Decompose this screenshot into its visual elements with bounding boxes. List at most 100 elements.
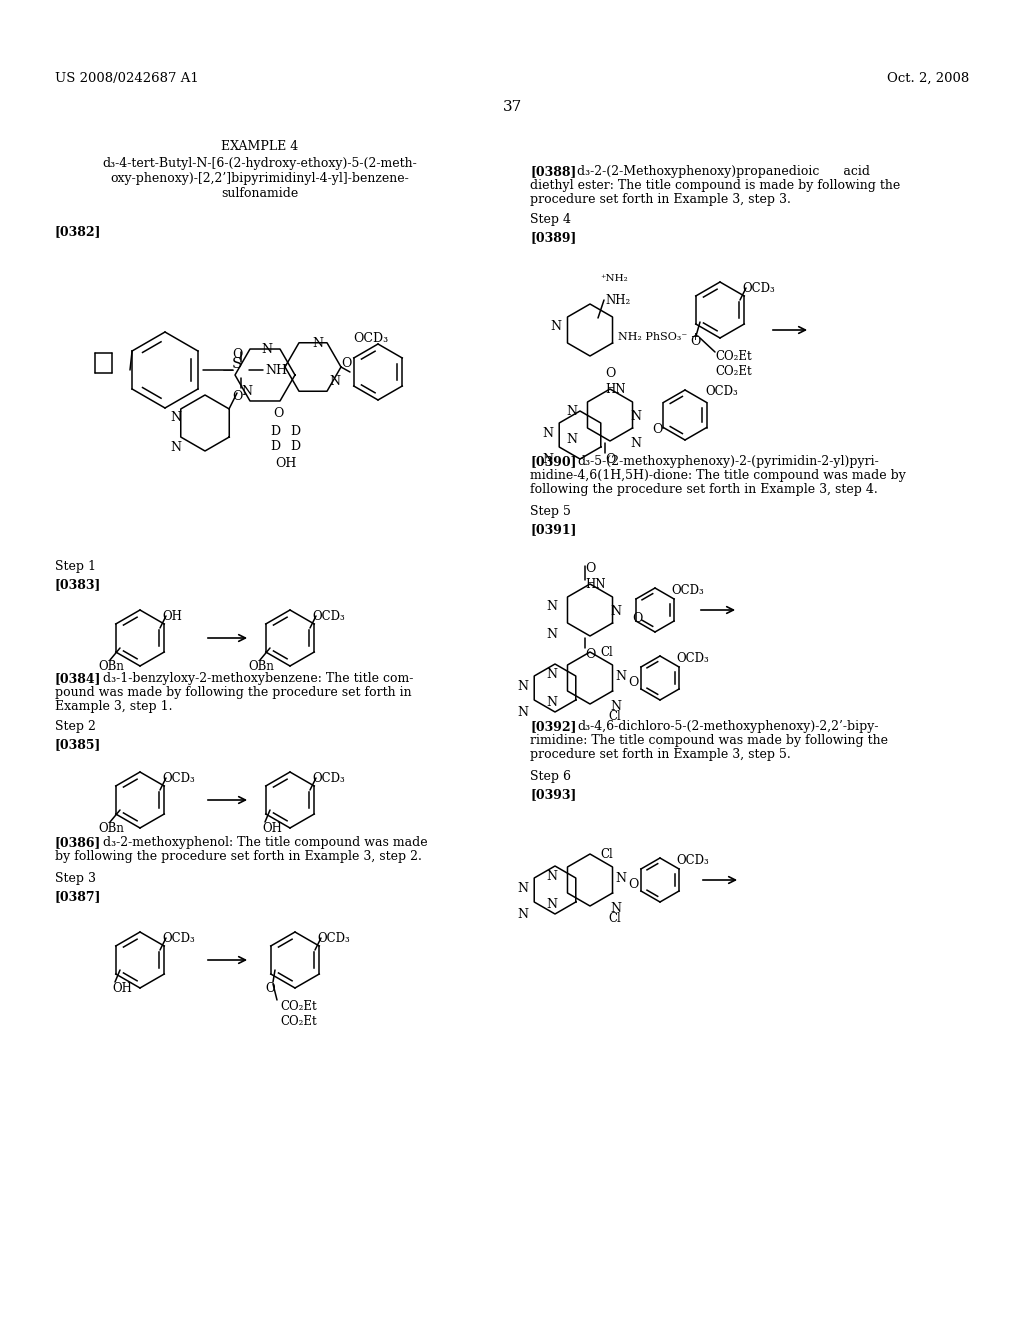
Text: O: O <box>605 453 615 466</box>
Text: OCD₃: OCD₃ <box>312 772 345 785</box>
Text: [0389]: [0389] <box>530 231 577 244</box>
Text: N: N <box>517 908 528 921</box>
Text: N: N <box>546 898 557 911</box>
Text: O: O <box>231 348 243 360</box>
Text: OCD₃: OCD₃ <box>705 385 737 399</box>
Text: N: N <box>546 696 557 709</box>
Text: CO₂Et: CO₂Et <box>715 350 752 363</box>
Text: O: O <box>265 982 274 995</box>
Text: [0384]: [0384] <box>55 672 101 685</box>
Text: procedure set forth in Example 3, step 5.: procedure set forth in Example 3, step 5… <box>530 748 791 762</box>
Text: NH: NH <box>265 364 287 378</box>
Text: NH₂: NH₂ <box>605 294 630 308</box>
Text: N: N <box>610 902 621 915</box>
Text: [0391]: [0391] <box>530 523 577 536</box>
Text: O: O <box>585 562 595 576</box>
Text: OCD₃: OCD₃ <box>162 772 195 785</box>
Text: N: N <box>630 411 641 422</box>
Text: HN: HN <box>605 383 626 396</box>
Text: N: N <box>542 453 553 466</box>
Text: 37: 37 <box>503 100 521 114</box>
Text: N: N <box>517 680 528 693</box>
Text: O: O <box>632 612 642 624</box>
Text: OH: OH <box>162 610 182 623</box>
Text: O: O <box>628 878 638 891</box>
Text: following the procedure set forth in Example 3, step 4.: following the procedure set forth in Exa… <box>530 483 878 496</box>
Text: [0390]: [0390] <box>530 455 577 469</box>
Text: N: N <box>566 405 577 418</box>
Text: [0382]: [0382] <box>55 224 101 238</box>
Text: OH: OH <box>275 457 296 470</box>
Text: N: N <box>610 700 621 713</box>
Text: CO₂Et: CO₂Et <box>715 366 752 378</box>
Text: OH: OH <box>112 982 132 995</box>
Text: N: N <box>566 433 577 446</box>
Text: O: O <box>273 407 284 420</box>
Text: N: N <box>261 343 272 356</box>
Text: N: N <box>242 385 253 399</box>
Text: EXAMPLE 4: EXAMPLE 4 <box>221 140 299 153</box>
Text: N: N <box>610 605 621 618</box>
Text: Step 2: Step 2 <box>55 719 96 733</box>
Text: Example 3, step 1.: Example 3, step 1. <box>55 700 172 713</box>
Text: N: N <box>550 319 561 333</box>
Text: D: D <box>290 440 300 453</box>
Text: procedure set forth in Example 3, step 3.: procedure set forth in Example 3, step 3… <box>530 193 791 206</box>
Text: NH₂ PhSO₃⁻ +: NH₂ PhSO₃⁻ + <box>618 333 700 342</box>
Text: Step 1: Step 1 <box>55 560 96 573</box>
Text: N: N <box>630 437 641 450</box>
Text: D: D <box>290 425 300 438</box>
Text: ⁺NH₂: ⁺NH₂ <box>600 275 628 282</box>
Text: N: N <box>170 441 181 454</box>
Text: Step 5: Step 5 <box>530 506 570 517</box>
Text: N: N <box>517 706 528 719</box>
Text: OCD₃: OCD₃ <box>742 282 775 294</box>
Text: D: D <box>270 425 281 438</box>
Text: Step 6: Step 6 <box>530 770 571 783</box>
Text: N: N <box>546 870 557 883</box>
Text: [0388]: [0388] <box>530 165 577 178</box>
Text: O: O <box>690 335 700 348</box>
Text: rimidine: The title compound was made by following the: rimidine: The title compound was made by… <box>530 734 888 747</box>
Text: Cl: Cl <box>608 912 621 925</box>
Text: d₃-5-(2-methoxyphenoxy)-2-(pyrimidin-2-yl)pyri-: d₃-5-(2-methoxyphenoxy)-2-(pyrimidin-2-y… <box>577 455 879 469</box>
Text: OCD₃: OCD₃ <box>317 932 350 945</box>
Text: d₃-2-(2-Methoxyphenoxy)propanedioic      acid: d₃-2-(2-Methoxyphenoxy)propanedioic acid <box>577 165 870 178</box>
Text: N: N <box>615 671 626 682</box>
Text: [0383]: [0383] <box>55 578 101 591</box>
Text: N: N <box>546 668 557 681</box>
Text: pound was made by following the procedure set forth in: pound was made by following the procedur… <box>55 686 412 700</box>
Text: S: S <box>231 356 243 371</box>
Text: OCD₃: OCD₃ <box>312 610 345 623</box>
Text: [0387]: [0387] <box>55 890 101 903</box>
Text: N: N <box>615 873 626 884</box>
Text: OCD₃: OCD₃ <box>676 652 709 665</box>
Text: OH: OH <box>262 822 282 836</box>
Text: O: O <box>605 367 615 380</box>
Text: Step 3: Step 3 <box>55 873 96 884</box>
Text: CO₂Et: CO₂Et <box>280 1001 316 1012</box>
Text: O: O <box>628 676 638 689</box>
Text: by following the procedure set forth in Example 3, step 2.: by following the procedure set forth in … <box>55 850 422 863</box>
Text: sulfonamide: sulfonamide <box>221 187 299 201</box>
Text: d₃-4,6-dichloro-5-(2-methoxyphenoxy)-2,2’-bipy-: d₃-4,6-dichloro-5-(2-methoxyphenoxy)-2,2… <box>577 719 879 733</box>
Text: OCD₃: OCD₃ <box>671 583 703 597</box>
Text: OCD₃: OCD₃ <box>353 333 388 345</box>
Text: N: N <box>542 426 553 440</box>
Text: midine-4,6(1H,5H)-dione: The title compound was made by: midine-4,6(1H,5H)-dione: The title compo… <box>530 469 906 482</box>
Text: [0392]: [0392] <box>530 719 577 733</box>
Text: N: N <box>170 411 181 424</box>
Text: US 2008/0242687 A1: US 2008/0242687 A1 <box>55 73 199 84</box>
Text: N: N <box>546 628 557 642</box>
Text: D: D <box>270 440 281 453</box>
Text: OCD₃: OCD₃ <box>162 932 195 945</box>
Text: N: N <box>517 882 528 895</box>
Text: [0386]: [0386] <box>55 836 101 849</box>
Text: O: O <box>652 422 663 436</box>
Text: OBn: OBn <box>98 660 124 673</box>
Text: O: O <box>585 648 595 661</box>
Text: Oct. 2, 2008: Oct. 2, 2008 <box>887 73 969 84</box>
Text: HN: HN <box>585 578 605 591</box>
Text: OCD₃: OCD₃ <box>676 854 709 867</box>
Text: O: O <box>231 389 243 403</box>
